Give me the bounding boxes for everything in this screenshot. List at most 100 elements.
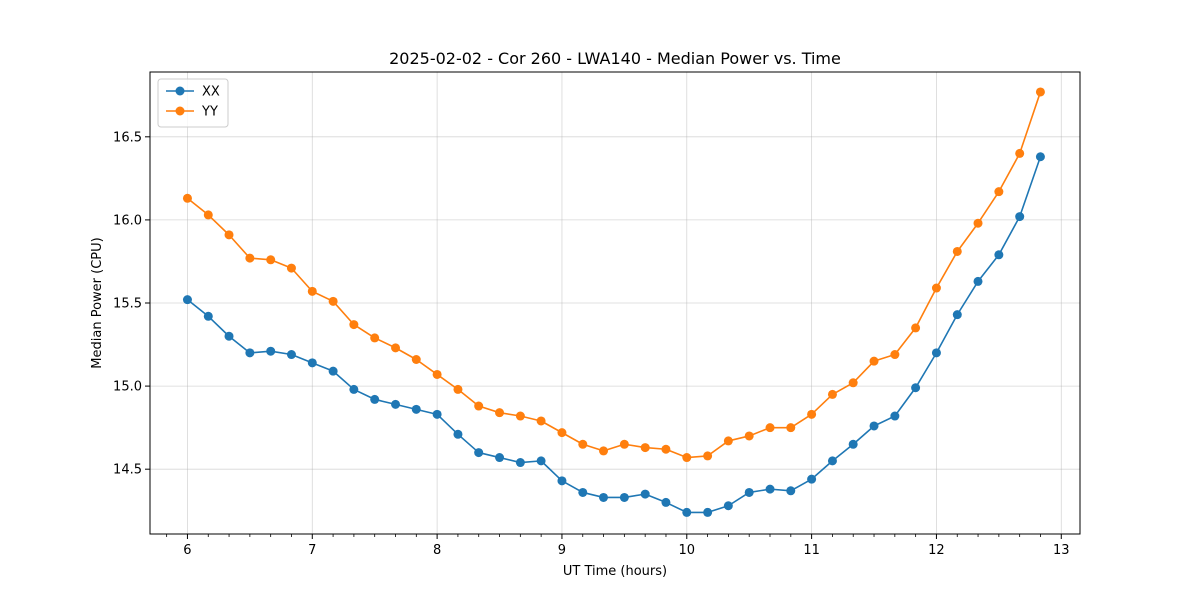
- data-point: [307, 358, 317, 368]
- data-point: [994, 187, 1004, 197]
- data-point: [765, 423, 775, 433]
- legend-marker-yy: [175, 106, 185, 116]
- data-point: [391, 343, 401, 353]
- data-point: [182, 193, 192, 203]
- data-point: [723, 436, 733, 446]
- data-point: [807, 409, 817, 419]
- x-axis-label: UT Time (hours): [563, 564, 667, 579]
- data-point: [1035, 152, 1045, 162]
- x-tick-label: 10: [679, 543, 696, 558]
- legend-label-xx: XX: [202, 85, 220, 100]
- data-point: [640, 489, 650, 499]
- data-point: [328, 366, 338, 376]
- x-tick-label: 6: [183, 543, 191, 558]
- data-point: [578, 487, 588, 497]
- data-point: [661, 444, 671, 454]
- data-point: [578, 439, 588, 449]
- data-point: [765, 484, 775, 494]
- x-tick-label: 11: [803, 543, 820, 558]
- data-point: [911, 323, 921, 333]
- data-point: [349, 320, 359, 330]
- legend: XX YY: [157, 78, 229, 128]
- data-point: [370, 333, 380, 343]
- data-point: [931, 348, 941, 358]
- data-point: [848, 439, 858, 449]
- data-point: [682, 507, 692, 517]
- grid: [150, 72, 1080, 534]
- data-point: [619, 492, 629, 502]
- data-point: [411, 355, 421, 365]
- data-point: [952, 310, 962, 320]
- data-point: [744, 431, 754, 441]
- series-layer: [182, 87, 1045, 517]
- data-point: [474, 448, 484, 458]
- data-point: [640, 443, 650, 453]
- x-tick-label: 8: [433, 543, 441, 558]
- data-point: [786, 486, 796, 496]
- data-point: [557, 476, 567, 486]
- data-point: [495, 408, 505, 418]
- data-point: [599, 492, 609, 502]
- data-point: [1035, 87, 1045, 97]
- data-point: [557, 428, 567, 438]
- data-point: [182, 295, 192, 305]
- data-point: [391, 399, 401, 409]
- data-point: [224, 230, 234, 240]
- data-point: [952, 246, 962, 256]
- data-point: [703, 507, 713, 517]
- data-point: [286, 263, 296, 273]
- data-point: [411, 404, 421, 414]
- data-point: [827, 389, 837, 399]
- data-point: [495, 453, 505, 463]
- data-point: [848, 378, 858, 388]
- legend-label-yy: YY: [201, 105, 218, 120]
- data-point: [911, 383, 921, 393]
- data-point: [286, 350, 296, 360]
- data-point: [744, 487, 754, 497]
- data-point: [328, 296, 338, 306]
- data-point: [245, 348, 255, 358]
- y-tick-label: 16.5: [113, 130, 142, 145]
- y-tick-label: 15.5: [113, 297, 142, 312]
- legend-marker-xx: [175, 86, 185, 96]
- x-tick-label: 13: [1053, 543, 1070, 558]
- data-point: [349, 384, 359, 394]
- data-point: [536, 416, 546, 426]
- data-point: [266, 346, 276, 356]
- data-point: [869, 356, 879, 366]
- data-point: [661, 497, 671, 507]
- data-point: [453, 429, 463, 439]
- data-point: [599, 446, 609, 456]
- x-tick-label: 7: [308, 543, 316, 558]
- data-point: [723, 501, 733, 511]
- data-point: [931, 283, 941, 293]
- data-point: [890, 411, 900, 421]
- data-point: [203, 210, 213, 220]
- x-tick-label: 12: [928, 543, 945, 558]
- data-point: [536, 456, 546, 466]
- data-point: [973, 276, 983, 286]
- series-xx: [182, 152, 1045, 517]
- data-point: [432, 369, 442, 379]
- data-point: [474, 401, 484, 411]
- data-point: [245, 253, 255, 263]
- data-point: [869, 421, 879, 431]
- y-axis-label: Median Power (CPU): [90, 237, 105, 368]
- data-point: [432, 409, 442, 419]
- y-tick-label: 16.0: [113, 213, 142, 228]
- data-point: [703, 451, 713, 461]
- data-point: [807, 474, 817, 484]
- data-point: [307, 286, 317, 296]
- x-tick-label: 9: [558, 543, 566, 558]
- data-point: [453, 384, 463, 394]
- data-point: [1015, 148, 1025, 158]
- data-point: [786, 423, 796, 433]
- data-point: [973, 218, 983, 228]
- data-point: [203, 311, 213, 321]
- data-point: [682, 453, 692, 463]
- data-point: [515, 411, 525, 421]
- data-point: [827, 456, 837, 466]
- data-point: [224, 331, 234, 341]
- data-point: [515, 458, 525, 468]
